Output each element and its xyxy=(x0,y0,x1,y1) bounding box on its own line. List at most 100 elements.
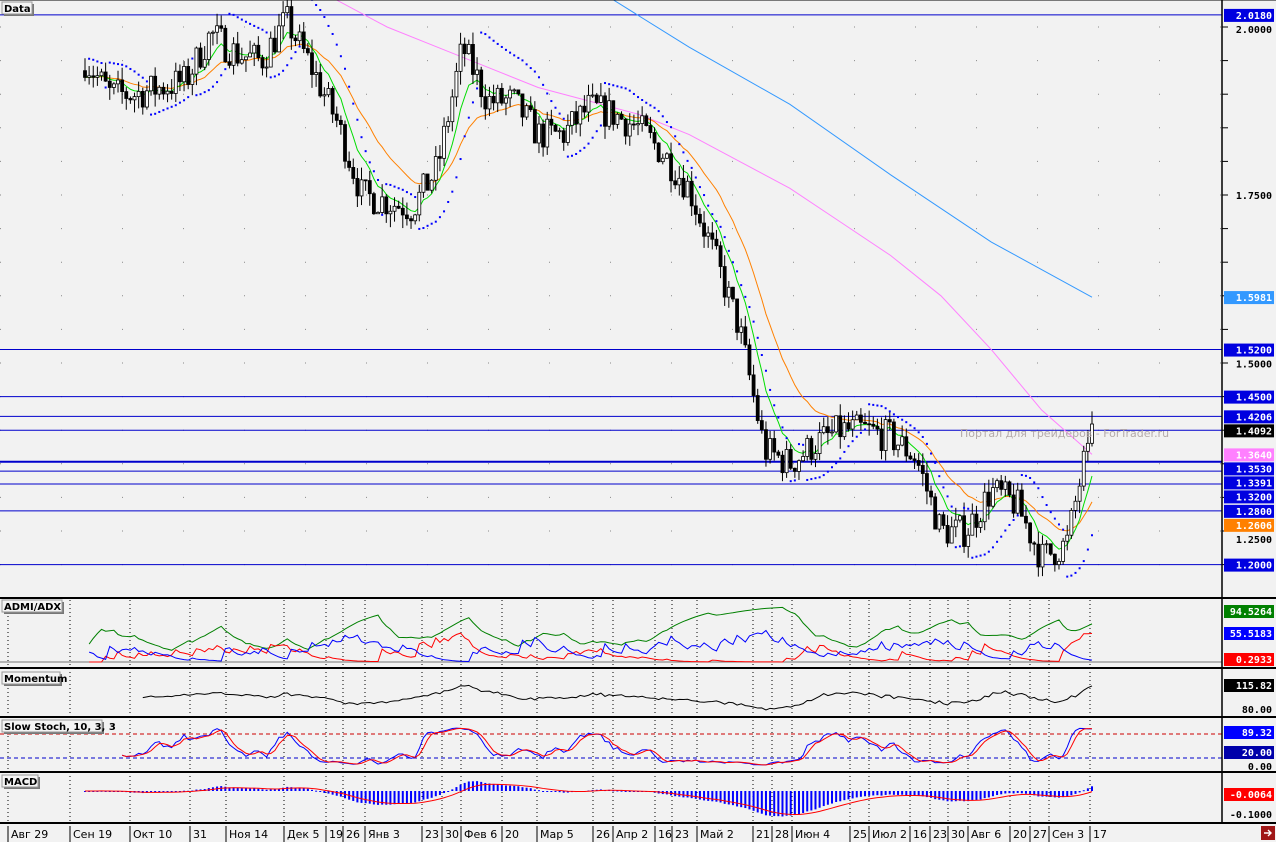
sar-dot xyxy=(793,479,796,482)
macd-bar xyxy=(438,791,441,795)
candle-body xyxy=(1011,494,1016,514)
macd-bar xyxy=(814,791,817,810)
indicator-panels[interactable] xyxy=(0,606,1222,817)
candle-body xyxy=(343,124,347,162)
candle-body xyxy=(1015,489,1020,514)
macd-bar xyxy=(430,791,433,798)
sar-dot xyxy=(154,112,157,115)
macd-bar xyxy=(785,791,788,816)
x-tick-label: 23 xyxy=(933,828,947,841)
candle-body xyxy=(1057,561,1061,566)
macd-bar xyxy=(950,791,953,802)
candle-body xyxy=(149,75,153,92)
macd-bar xyxy=(405,791,408,804)
sar-dot xyxy=(575,152,578,155)
x-tick-label: 26 xyxy=(596,828,610,841)
scroll-to-end-button[interactable] xyxy=(1261,826,1275,840)
macd-bar xyxy=(1062,791,1065,798)
macd-bar xyxy=(331,791,334,795)
x-tick-label: 28 xyxy=(775,828,789,841)
sar-dot xyxy=(872,403,875,406)
panel-label: Momentum xyxy=(4,674,67,685)
candle-body xyxy=(244,56,248,61)
sar-dot xyxy=(698,186,701,189)
sar-dot xyxy=(628,89,631,92)
sar-dot xyxy=(748,306,751,309)
sar-dot xyxy=(802,443,805,446)
sar-dot xyxy=(517,56,520,59)
candle-body xyxy=(268,37,273,68)
candle-body xyxy=(978,521,983,528)
macd-bar xyxy=(265,789,268,791)
price-tag-bg xyxy=(1224,390,1274,404)
macd-bar xyxy=(591,789,594,791)
candle-body xyxy=(858,414,863,423)
macd-bar xyxy=(1016,791,1019,793)
macd-bar xyxy=(451,789,454,791)
macd-bar xyxy=(628,791,631,792)
macd-bar xyxy=(492,784,495,791)
macd-bar xyxy=(166,791,169,793)
macd-bar xyxy=(1082,790,1085,792)
macd-bar xyxy=(517,786,520,791)
price-tag: 1.3640 xyxy=(1236,450,1272,461)
sar-dot xyxy=(525,63,528,66)
macd-bar xyxy=(963,791,966,802)
sar-dot xyxy=(934,461,937,464)
candle-body xyxy=(900,436,905,446)
macd-bar xyxy=(1091,786,1093,791)
sar-dot xyxy=(521,59,524,62)
macd-bar xyxy=(269,789,272,791)
macd-bar xyxy=(731,791,734,806)
sar-dot xyxy=(443,210,446,213)
macd-bar xyxy=(991,791,994,797)
sar-dot xyxy=(744,295,747,298)
macd-bar xyxy=(818,791,821,808)
macd-bar xyxy=(892,791,895,795)
price-tag-bg xyxy=(1224,504,1274,518)
candle-body xyxy=(966,534,971,547)
macd-bar xyxy=(781,791,784,817)
candle-body xyxy=(883,419,888,451)
macd-bar xyxy=(1041,791,1044,797)
sar-dot xyxy=(797,443,800,446)
x-tick-label: 16 xyxy=(658,828,672,841)
adx-minus-tag-bg xyxy=(1224,627,1274,640)
candle-body xyxy=(904,436,909,457)
macd-bar xyxy=(971,791,974,801)
sar-dot xyxy=(348,85,351,88)
sar-dot xyxy=(183,99,186,102)
candle-body xyxy=(561,130,566,143)
price-plot[interactable] xyxy=(0,0,1222,578)
sar-dot xyxy=(170,105,173,108)
sar-dot xyxy=(674,135,677,138)
sar-dot xyxy=(736,270,739,273)
candle-body xyxy=(153,75,158,95)
sar-dot xyxy=(1078,567,1081,570)
sar-dot xyxy=(604,82,607,85)
macd-bar xyxy=(1037,791,1040,797)
macd-bar xyxy=(917,791,920,796)
sar-dot xyxy=(476,87,479,90)
sar-dot xyxy=(294,51,297,54)
candle-body xyxy=(487,95,492,110)
candle-body xyxy=(842,422,847,438)
price-tag: 1.4092 xyxy=(1236,426,1272,437)
sar-dot xyxy=(587,142,590,145)
candle-body xyxy=(710,232,715,240)
sar-dot xyxy=(542,83,545,86)
candle-body xyxy=(87,75,92,78)
sar-dot xyxy=(979,554,982,557)
candle-body xyxy=(619,113,624,120)
sar-dot xyxy=(707,204,710,207)
candle-body xyxy=(545,118,550,148)
sar-dot xyxy=(1074,571,1077,574)
macd-bar xyxy=(905,791,908,796)
candle-body xyxy=(887,419,892,423)
candle-body xyxy=(834,415,839,433)
sar-dot xyxy=(438,216,441,219)
sar-dot xyxy=(533,70,536,73)
macd-bar xyxy=(1012,791,1015,794)
candle-body xyxy=(801,456,806,462)
